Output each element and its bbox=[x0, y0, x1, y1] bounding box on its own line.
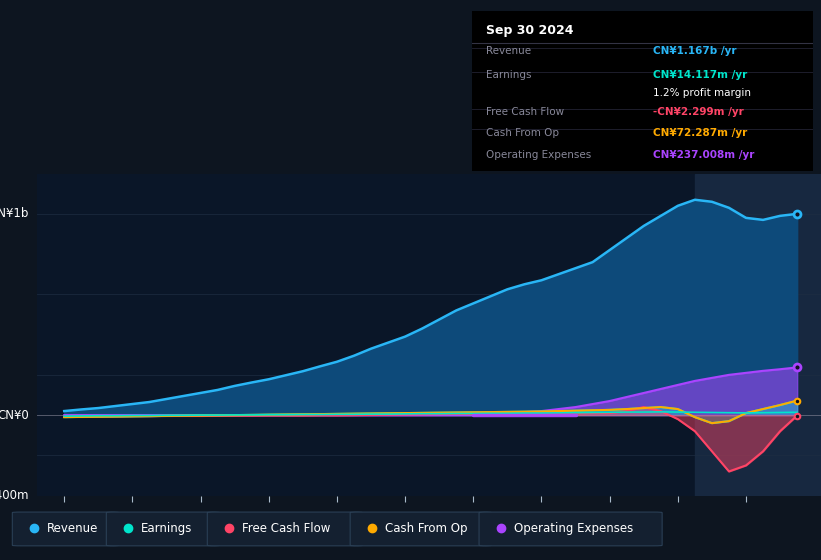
Text: Revenue: Revenue bbox=[486, 46, 531, 57]
Text: Earnings: Earnings bbox=[486, 70, 531, 80]
FancyBboxPatch shape bbox=[208, 512, 363, 546]
Text: CN¥72.287m /yr: CN¥72.287m /yr bbox=[653, 128, 747, 138]
FancyBboxPatch shape bbox=[479, 512, 662, 546]
Bar bbox=[695, 174, 821, 496]
Text: Operating Expenses: Operating Expenses bbox=[486, 150, 591, 160]
Text: -CN¥2.299m /yr: -CN¥2.299m /yr bbox=[653, 107, 743, 117]
Text: CN¥237.008m /yr: CN¥237.008m /yr bbox=[653, 150, 754, 160]
Text: Free Cash Flow: Free Cash Flow bbox=[242, 522, 330, 535]
Text: -CN¥400m: -CN¥400m bbox=[0, 489, 29, 502]
Text: Operating Expenses: Operating Expenses bbox=[514, 522, 633, 535]
Text: CN¥1b: CN¥1b bbox=[0, 207, 29, 220]
FancyBboxPatch shape bbox=[351, 512, 491, 546]
Text: Cash From Op: Cash From Op bbox=[385, 522, 467, 535]
Text: CN¥14.117m /yr: CN¥14.117m /yr bbox=[653, 70, 747, 80]
Text: Earnings: Earnings bbox=[141, 522, 192, 535]
FancyBboxPatch shape bbox=[12, 512, 118, 546]
Text: Sep 30 2024: Sep 30 2024 bbox=[486, 24, 573, 37]
Text: CN¥1.167b /yr: CN¥1.167b /yr bbox=[653, 46, 736, 57]
Text: Cash From Op: Cash From Op bbox=[486, 128, 559, 138]
FancyBboxPatch shape bbox=[107, 512, 220, 546]
Text: Revenue: Revenue bbox=[47, 522, 99, 535]
Text: 1.2% profit margin: 1.2% profit margin bbox=[653, 88, 750, 98]
Text: CN¥0: CN¥0 bbox=[0, 409, 29, 422]
Text: Free Cash Flow: Free Cash Flow bbox=[486, 107, 564, 117]
